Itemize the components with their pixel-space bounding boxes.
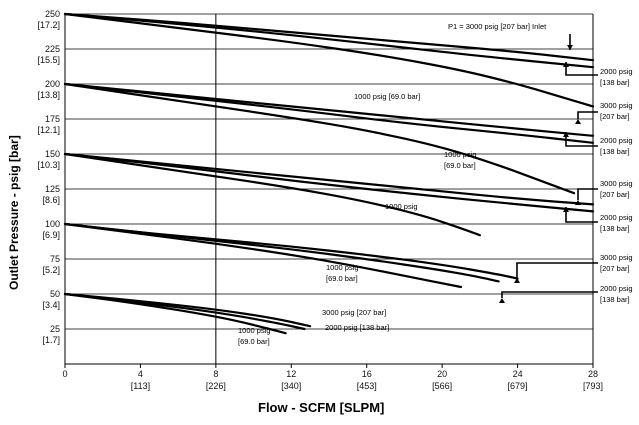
curve-50-psig-setting-1000-inlet	[63, 292, 287, 335]
x-tick-sub-8: [226]	[206, 381, 226, 391]
label-150-2000-line1: 2000 psig	[600, 213, 633, 222]
curve-150-psig-setting-2000-inlet	[63, 152, 595, 213]
curve-250-psig-setting-1000-inlet	[63, 12, 595, 108]
x-tick-label-0: 0	[62, 369, 67, 379]
label-150-3000-line1: 3000 psig	[600, 179, 633, 188]
curve-150-psig-setting-1000-inlet	[63, 152, 481, 237]
label-50-3000: 3000 psig [207 bar]	[322, 308, 386, 317]
callout-250-2000-head	[563, 62, 569, 67]
inlet-title: P1 = 3000 psig [207 bar] Inlet	[448, 22, 547, 31]
y-tick-label-175: 175	[45, 114, 60, 124]
y-tick-sub-200: [13.8]	[37, 90, 60, 100]
callout-150-3000	[577, 188, 598, 200]
label-150-3000-line2: [207 bar]	[600, 190, 630, 199]
series-layer	[63, 12, 595, 335]
curve-100-psig-setting-2000-inlet	[63, 222, 500, 283]
x-axis-title: Flow - SCFM [SLPM]	[258, 400, 384, 415]
x-tick-label-12: 12	[286, 369, 296, 379]
callout-100-2000	[501, 291, 598, 298]
label-50-1000-line1: 1000 psig	[238, 326, 271, 335]
inlet-title-arrow-head	[567, 45, 573, 50]
curve-200-psig-setting-2000-inlet	[63, 82, 595, 144]
callout-100-3000	[516, 262, 598, 278]
callout-200-2000-head	[563, 132, 569, 137]
x-tick-label-4: 4	[138, 369, 143, 379]
label-100-3000-line1: 3000 psig	[600, 253, 633, 262]
y-tick-label-200: 200	[45, 79, 60, 89]
y-axis-title: Outlet Pressure - psig [bar]	[7, 135, 21, 290]
y-tick-label-225: 225	[45, 44, 60, 54]
x-tick-label-20: 20	[437, 369, 447, 379]
y-tick-label-75: 75	[50, 254, 60, 264]
y-tick-label-50: 50	[50, 289, 60, 299]
x-tick-sub-20: [566]	[432, 381, 452, 391]
x-tick-sub-28: [793]	[583, 381, 603, 391]
curve-100-psig-setting-1000-inlet	[63, 222, 463, 289]
callout-150-3000-head	[575, 200, 581, 205]
y-tick-label-100: 100	[45, 219, 60, 229]
label-100-1000-line2: [69.0 bar]	[326, 274, 358, 283]
label-100-3000-line2: [207 bar]	[600, 264, 630, 273]
callout-200-3000	[577, 111, 598, 119]
callout-100-2000-head	[499, 298, 505, 303]
label-250-2000-line1: 2000 psig	[600, 67, 633, 76]
label-200-3000-line1: 3000 psig	[600, 101, 633, 110]
label-100-2000-line1: 2000 psig	[600, 284, 633, 293]
label-200-1000: 1000 psig [69.0 bar]	[354, 92, 420, 101]
label-150-1000-line2: [69.0 bar]	[444, 161, 476, 170]
label-150-1000-line1: 1000 psig	[444, 150, 477, 159]
x-tick-sub-4: [113]	[131, 381, 150, 391]
label-250-2000-line2: [138 bar]	[600, 78, 630, 87]
y-tick-sub-150: [10.3]	[37, 160, 60, 170]
y-tick-sub-100: [6.9]	[42, 230, 60, 240]
label-100-1000a-line1: 1000 psig	[385, 202, 418, 211]
x-tick-label-16: 16	[362, 369, 372, 379]
y-tick-sub-75: [5.2]	[42, 265, 60, 275]
y-tick-label-150: 150	[45, 149, 60, 159]
y-tick-sub-50: [3.4]	[42, 300, 60, 310]
label-200-2000-line1: 2000 psig	[600, 136, 633, 145]
curve-200-psig-setting-1000-inlet	[63, 82, 576, 195]
tick-labels: 250[17.2]225[15.5]200[13.8]175[12.1]150[…	[37, 9, 603, 391]
y-tick-label-250: 250	[45, 9, 60, 19]
y-tick-sub-25: [1.7]	[42, 335, 60, 345]
grid-layer	[64, 13, 594, 368]
x-tick-label-24: 24	[513, 369, 523, 379]
x-tick-label-8: 8	[213, 369, 218, 379]
y-tick-sub-175: [12.1]	[37, 125, 60, 135]
label-150-2000-line2: [138 bar]	[600, 224, 630, 233]
y-tick-label-25: 25	[50, 324, 60, 334]
label-50-2000: 2000 psig [138 bar]	[325, 323, 389, 332]
callout-100-3000-head	[514, 278, 520, 283]
callout-150-2000-head	[563, 207, 569, 212]
curve-150-psig-setting-3000-inlet	[63, 152, 595, 206]
curve-250-psig-setting-2000-inlet	[63, 12, 595, 69]
callout-arrows	[499, 34, 598, 303]
label-100-2000-line2: [138 bar]	[600, 295, 630, 304]
y-tick-sub-125: [8.6]	[42, 195, 60, 205]
y-tick-sub-250: [17.2]	[37, 20, 60, 30]
label-50-1000-line2: [69.0 bar]	[238, 337, 270, 346]
label-200-3000-line2: [207 bar]	[600, 112, 630, 121]
callout-200-3000-head	[575, 119, 581, 124]
y-tick-label-125: 125	[45, 184, 60, 194]
x-tick-sub-24: [679]	[508, 381, 528, 391]
y-tick-sub-225: [15.5]	[37, 55, 60, 65]
label-100-1000-line1: 1000 psig	[326, 263, 359, 272]
x-tick-label-28: 28	[588, 369, 598, 379]
x-tick-sub-16: [453]	[357, 381, 377, 391]
x-tick-sub-12: [340]	[281, 381, 301, 391]
label-200-2000-line2: [138 bar]	[600, 147, 630, 156]
